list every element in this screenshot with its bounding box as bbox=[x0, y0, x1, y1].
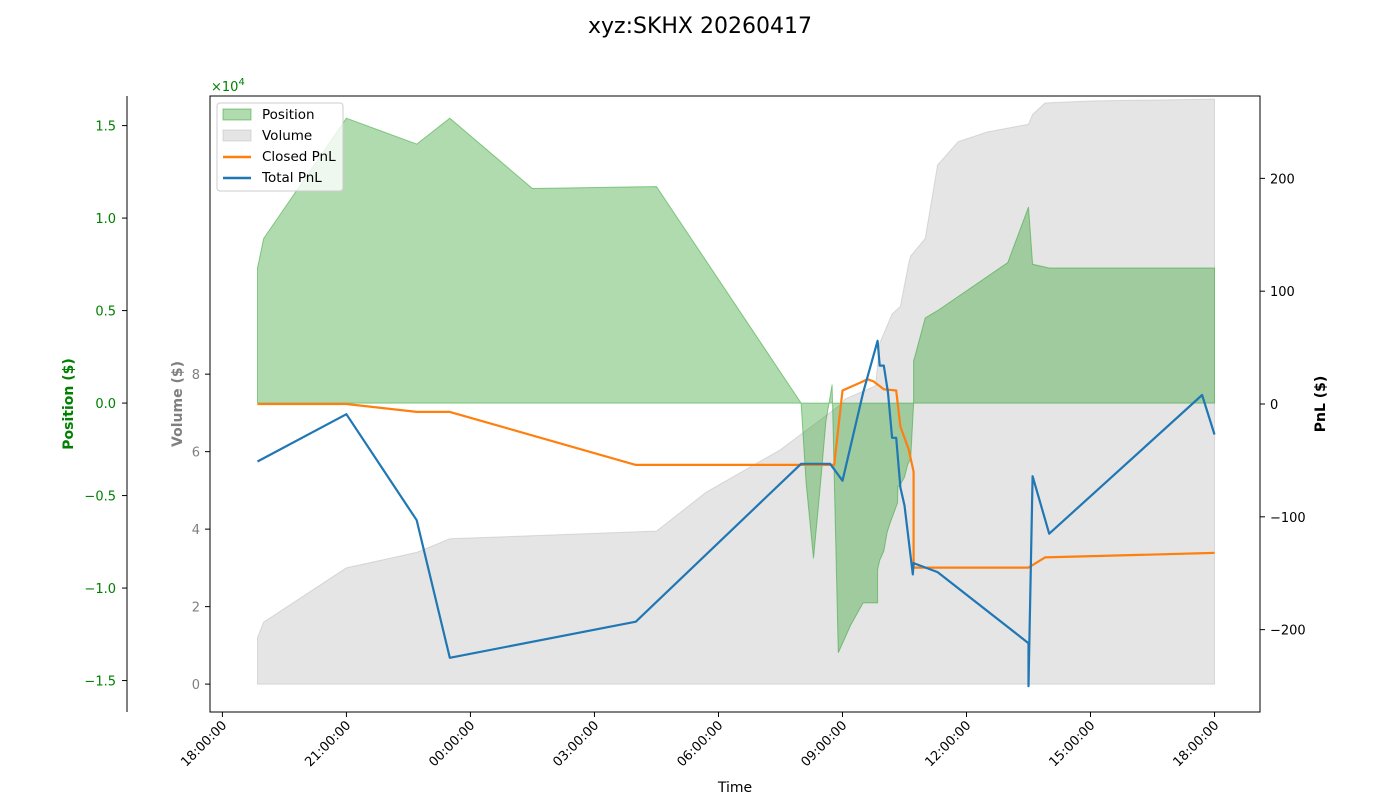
volume-axis-label: Volume ($) bbox=[170, 361, 186, 447]
series-line-closed-pnl bbox=[257, 378, 1215, 569]
volume-tick-label: 6 bbox=[192, 446, 200, 461]
pnl-tick-label: −200 bbox=[1270, 624, 1306, 639]
position-scale-exponent: 4 bbox=[238, 77, 244, 88]
position-axis-label: Position ($) bbox=[61, 358, 77, 450]
volume-tick-label: 8 bbox=[192, 368, 200, 383]
legend-box bbox=[216, 102, 344, 192]
plot-lines bbox=[256, 339, 1216, 688]
legend-label-closed-pnl: Closed PnL bbox=[262, 149, 336, 165]
series-area-volume bbox=[257, 98, 1215, 685]
legend-label-total-pnl: Total PnL bbox=[261, 170, 322, 186]
volume-axis-ticks: 0 2 4 6 8 bbox=[192, 368, 210, 693]
position-tick-label: −1.5 bbox=[84, 675, 116, 690]
pnl-tick-label: 0 bbox=[1270, 398, 1278, 413]
pnl-axis-ticks: 200 100 0 −100 −200 bbox=[1260, 172, 1306, 639]
legend: Position Volume Closed PnL Total PnL bbox=[216, 102, 344, 192]
volume-tick-label: 0 bbox=[192, 678, 200, 693]
position-axis-ticks: 1.5 1.0 0.5 0.0 −0.5 −1.0 −1.5 bbox=[84, 120, 127, 690]
position-tick-label: −1.0 bbox=[84, 582, 116, 597]
position-scale-multiplier: ×10 bbox=[211, 80, 238, 95]
position-scale-label: ×104 bbox=[211, 77, 245, 95]
chart-title: xyz:SKHX 20260417 bbox=[588, 14, 812, 39]
position-tick-label: 0.0 bbox=[95, 397, 116, 412]
position-tick-label: 0.5 bbox=[95, 305, 116, 320]
legend-swatch-position bbox=[222, 108, 252, 121]
volume-tick-label: 2 bbox=[192, 601, 200, 616]
legend-swatch-volume bbox=[222, 129, 252, 142]
position-tick-label: 1.5 bbox=[95, 120, 116, 135]
position-tick-label: 1.0 bbox=[95, 212, 116, 227]
pnl-tick-label: 200 bbox=[1270, 172, 1295, 187]
plot-areas bbox=[257, 98, 1215, 685]
legend-label-volume: Volume bbox=[262, 128, 312, 144]
volume-tick-label: 4 bbox=[192, 523, 200, 538]
x-axis-label: Time bbox=[717, 780, 752, 796]
pnl-tick-label: −100 bbox=[1270, 511, 1306, 526]
series-area-position bbox=[257, 117, 1215, 654]
pnl-tick-label: 100 bbox=[1270, 285, 1295, 300]
series-line-total-pnl bbox=[256, 339, 1216, 688]
legend-label-position: Position bbox=[262, 107, 315, 123]
position-tick-label: −0.5 bbox=[84, 490, 116, 505]
pnl-axis-label: PnL ($) bbox=[1313, 376, 1329, 433]
